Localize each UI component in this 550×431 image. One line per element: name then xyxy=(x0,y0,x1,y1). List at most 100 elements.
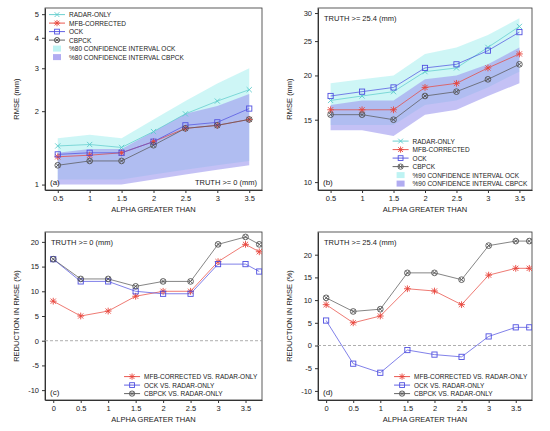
marker-part xyxy=(432,271,436,275)
marker-part xyxy=(50,298,57,305)
legend-label: CBPCK VS. RADAR-ONLY xyxy=(414,390,493,397)
tick-mark xyxy=(362,190,363,193)
tick-label: 2.5 xyxy=(457,404,467,413)
tick-mark xyxy=(456,190,457,193)
x-axis-title: ALPHA GREATER THAN xyxy=(111,415,195,424)
tick-label: 15 xyxy=(31,262,39,271)
tick-label: 25 xyxy=(304,37,312,46)
x-axis: 00.511.522.533.5 xyxy=(319,400,533,413)
legend-entry: OCK VS. RADAR-ONLY xyxy=(124,382,215,389)
panel-label: (b) xyxy=(323,178,333,187)
marker-part xyxy=(119,158,125,164)
data-point xyxy=(431,288,438,295)
data-point xyxy=(485,272,492,279)
marker-part xyxy=(79,277,83,281)
tick-mark xyxy=(42,111,45,112)
tick-mark xyxy=(42,242,45,243)
tick-mark xyxy=(489,400,490,403)
tick-mark xyxy=(315,300,318,301)
legend-label: MFB-CORRECTED VS. RADAR-ONLY xyxy=(414,373,528,380)
tick-label: 3 xyxy=(216,404,220,413)
legend-marker xyxy=(55,12,60,17)
marker-part xyxy=(257,242,261,246)
data-point xyxy=(422,65,427,70)
tick-label: 2.5 xyxy=(452,194,462,203)
marker-part xyxy=(485,45,490,50)
marker-part xyxy=(87,142,92,147)
tick: 10 xyxy=(304,296,318,305)
data-point xyxy=(87,158,93,164)
marker-part xyxy=(454,90,458,94)
tick-label: 5 xyxy=(308,319,312,328)
marker-part xyxy=(350,309,356,315)
data-point xyxy=(454,89,460,95)
data-point xyxy=(350,309,356,315)
tick: 10 xyxy=(31,287,45,296)
marker-part xyxy=(105,308,112,315)
data-point xyxy=(55,143,60,148)
marker-part xyxy=(399,165,403,169)
tick: 1 xyxy=(88,190,92,203)
marker-part xyxy=(77,313,84,320)
tick: 1.5 xyxy=(131,400,141,413)
series-line xyxy=(331,32,520,96)
marker-part xyxy=(454,89,460,95)
marker-part xyxy=(485,76,491,82)
marker-part xyxy=(454,65,459,70)
tick-mark xyxy=(331,190,332,193)
data-point xyxy=(161,291,166,296)
tick-label: 2 xyxy=(423,194,427,203)
tick-label: 5 xyxy=(35,312,39,321)
legend-marker xyxy=(54,20,60,26)
marker-part xyxy=(400,392,404,396)
legend-label: OCK xyxy=(413,155,428,162)
tick-mark xyxy=(53,400,54,403)
annotation: TRUTH >= 0 (mm) xyxy=(51,238,114,247)
marker-part xyxy=(118,149,125,156)
marker-part xyxy=(526,265,532,272)
legend-entry: CBPCK VS. RADAR-ONLY xyxy=(124,390,223,397)
tick-label: 2 xyxy=(152,194,156,203)
tick-mark xyxy=(42,185,45,186)
series-line xyxy=(331,54,520,110)
legend-marker xyxy=(398,164,403,169)
data-point xyxy=(458,301,465,308)
data-point xyxy=(215,241,221,247)
legend-entry: CBPCK xyxy=(49,37,92,44)
marker-part xyxy=(55,152,60,157)
legend-entry: OCK xyxy=(49,28,84,35)
marker-part xyxy=(215,262,220,267)
series-line xyxy=(58,119,249,156)
marker-part xyxy=(460,278,464,282)
tick-label: 0 xyxy=(52,404,56,413)
data-point xyxy=(160,279,166,285)
legend-marker xyxy=(129,391,134,396)
marker-part xyxy=(257,269,262,274)
tick-mark xyxy=(519,190,520,193)
tick-label: 3 xyxy=(35,64,39,73)
data-point xyxy=(151,142,157,148)
tick: 0.5 xyxy=(76,400,86,413)
marker-part xyxy=(422,69,427,74)
marker-part xyxy=(454,62,459,67)
tick-label: 0.5 xyxy=(326,194,336,203)
data-point xyxy=(328,93,333,98)
legend-label: OCK xyxy=(69,28,84,35)
tick-mark xyxy=(108,400,109,403)
axis-line xyxy=(318,9,319,191)
legend-label: RADAR-ONLY xyxy=(69,11,112,18)
data-point xyxy=(105,308,112,315)
tick-mark xyxy=(315,255,318,256)
legend-label: %80 CONFIDENCE INTERVAL OCK xyxy=(69,45,176,52)
marker-part xyxy=(360,113,364,117)
legend-marker xyxy=(55,29,60,34)
tick: 2.5 xyxy=(457,400,467,413)
marker-part xyxy=(378,370,383,375)
data-point xyxy=(188,291,193,296)
marker-part xyxy=(188,291,193,296)
marker-part xyxy=(405,271,409,275)
tick-label: 0.5 xyxy=(53,194,63,203)
data-point xyxy=(87,150,92,155)
data-point xyxy=(105,276,111,282)
marker-part xyxy=(215,98,220,103)
